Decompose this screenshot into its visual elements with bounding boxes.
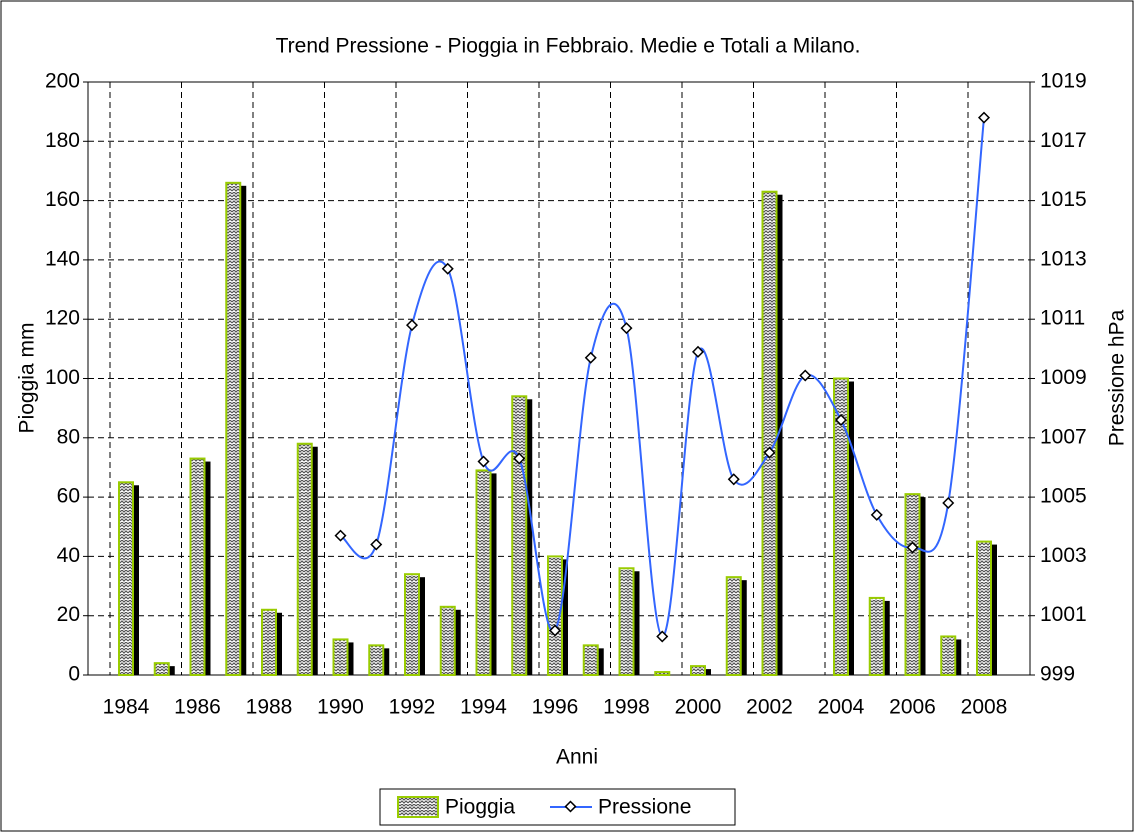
bar — [547, 555, 563, 677]
bar — [439, 605, 456, 676]
point — [906, 541, 919, 554]
x-tick-label: 1992 — [389, 696, 436, 719]
y2-tick-label: 1009 — [1040, 366, 1087, 389]
bar — [189, 457, 206, 676]
x-axis-label: Anni — [556, 746, 598, 769]
point — [977, 111, 991, 124]
y2-tick-label: 1011 — [1040, 307, 1085, 330]
bar — [833, 377, 849, 676]
y-axis-label: Pioggia mm — [16, 323, 39, 434]
point — [548, 624, 562, 637]
y2-tick-label: 1013 — [1040, 247, 1087, 270]
y2-tick-label: 1017 — [1040, 129, 1087, 152]
bar — [976, 540, 992, 677]
grid — [88, 82, 1030, 675]
y2-tick-label: 1003 — [1040, 544, 1087, 567]
y-tick-label: 140 — [45, 247, 80, 270]
legend-marker — [564, 800, 577, 813]
y-tick-label: 40 — [57, 544, 80, 567]
y2-tick-label: 1015 — [1040, 188, 1087, 211]
x-tick-label: 2000 — [675, 696, 722, 719]
y-tick-label: 0 — [68, 663, 80, 686]
y2-tick-label: 1019 — [1040, 70, 1087, 93]
x-tick-label: 2002 — [746, 696, 793, 719]
bar — [582, 644, 599, 676]
point — [405, 319, 419, 332]
y2-axis-label: Pressione hPa — [1106, 309, 1129, 446]
y-tick-label: 60 — [57, 485, 80, 508]
point — [763, 446, 776, 459]
x-tick-label: 1998 — [603, 696, 650, 719]
point — [656, 630, 669, 643]
bar — [368, 644, 385, 676]
bar — [475, 469, 492, 677]
point — [799, 369, 812, 382]
y-tick-label: 120 — [45, 307, 80, 330]
legend-swatch — [397, 796, 439, 818]
legend-label: Pioggia — [445, 796, 515, 819]
y-tick-label: 20 — [57, 603, 80, 626]
point — [870, 508, 883, 521]
x-tick-label: 2006 — [889, 696, 936, 719]
bar — [654, 671, 671, 676]
chart-title: Trend Pressione - Pioggia in Febbraio. M… — [276, 35, 861, 58]
x-tick-label: 1994 — [460, 696, 507, 719]
x-tick-label: 1986 — [174, 696, 221, 719]
y-tick-label: 200 — [45, 70, 80, 93]
y-tick-label: 160 — [45, 188, 80, 211]
legend-label: Pressione — [598, 796, 691, 819]
y2-tick-label: 1007 — [1040, 425, 1087, 448]
point — [620, 322, 633, 335]
y-tick-label: 100 — [45, 366, 80, 389]
x-tick-label: 2008 — [961, 696, 1008, 719]
x-tick-label: 2004 — [818, 696, 865, 719]
bar — [225, 181, 242, 676]
bar — [511, 395, 528, 676]
bar — [296, 442, 313, 677]
bar — [618, 567, 635, 677]
point — [441, 262, 454, 275]
x-tick-label: 1988 — [246, 696, 293, 719]
point — [370, 538, 383, 551]
point — [477, 455, 490, 468]
bar — [761, 190, 778, 677]
bar — [261, 608, 277, 677]
bar — [868, 596, 885, 676]
bar — [690, 665, 706, 676]
point — [942, 497, 955, 510]
point — [334, 529, 347, 542]
bar — [940, 635, 957, 677]
point — [834, 413, 848, 427]
y2-tick-label: 1005 — [1040, 485, 1087, 508]
point — [727, 473, 740, 486]
y-tick-label: 180 — [45, 129, 80, 152]
point — [584, 351, 597, 364]
bar — [404, 573, 420, 676]
y2-tick-label: 999 — [1040, 663, 1075, 686]
point — [691, 345, 705, 358]
x-tick-label: 1996 — [532, 696, 579, 719]
y2-tick-label: 1001 — [1040, 603, 1087, 626]
bar — [725, 576, 742, 677]
x-tick-label: 1990 — [317, 696, 364, 719]
x-tick-label: 1984 — [103, 696, 150, 719]
bar — [153, 662, 170, 677]
point — [513, 452, 526, 465]
bar — [332, 638, 349, 676]
bar — [904, 493, 921, 677]
bar — [118, 481, 134, 676]
y-tick-label: 80 — [57, 425, 80, 448]
